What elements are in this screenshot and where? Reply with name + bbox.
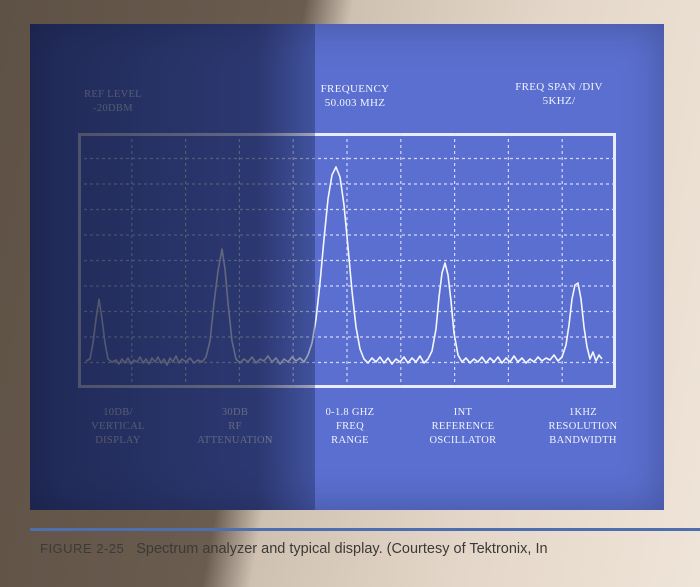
caption-text: Spectrum analyzer and typical display. (… xyxy=(136,541,548,557)
spectrum-trace xyxy=(85,166,603,366)
frequency-label: FREQUENCY 50.003 MHZ xyxy=(320,83,390,109)
figure-number: FIGURE 2-25 xyxy=(40,541,125,556)
graticule-grid xyxy=(78,133,616,388)
ref-level-label: REF LEVEL -20DBM xyxy=(84,89,142,114)
spectrum-display xyxy=(78,133,616,388)
reference-oscillator-label: INT REFERENCE OSCILLATOR xyxy=(429,407,497,446)
freq-range-label: 0-1.8 GHZ FREQ RANGE xyxy=(325,407,375,446)
caption-rule xyxy=(30,528,700,531)
freq-span-label: FREQ SPAN /DIV 5KHZ/ xyxy=(515,81,603,107)
resolution-bandwidth-label: 1KHZ RESOLUTION BANDWIDTH xyxy=(548,407,618,446)
figure-caption: FIGURE 2-25 Spectrum analyzer and typical… xyxy=(40,541,548,557)
rf-attenuation-label: 30DB RF ATTENUATION xyxy=(197,407,273,446)
vertical-display-label: 10DB/ VERTICAL DISPLAY xyxy=(91,407,145,446)
